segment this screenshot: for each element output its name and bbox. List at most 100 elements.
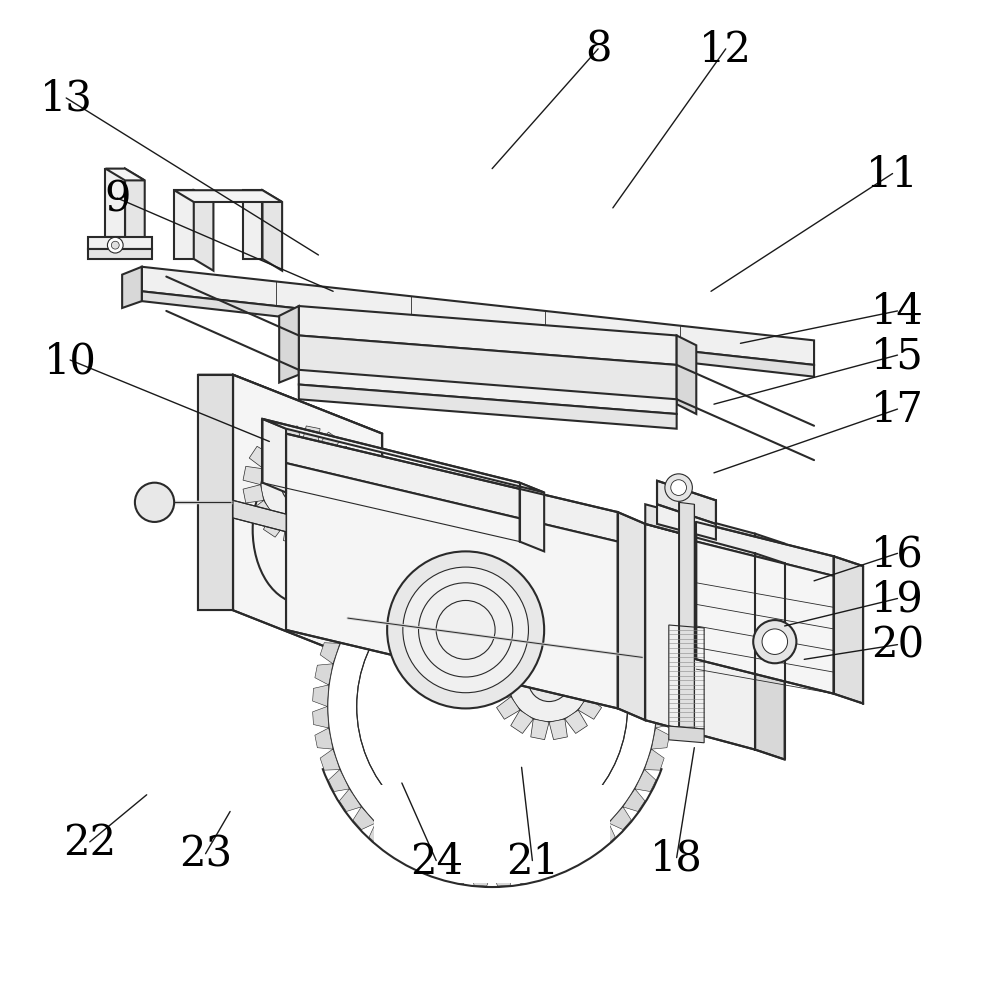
Polygon shape (263, 515, 286, 537)
Polygon shape (233, 501, 286, 532)
Polygon shape (645, 505, 755, 554)
Polygon shape (279, 307, 299, 384)
Polygon shape (387, 837, 410, 860)
Circle shape (403, 568, 528, 693)
Polygon shape (407, 543, 429, 564)
Polygon shape (656, 685, 672, 707)
Polygon shape (428, 534, 449, 554)
Polygon shape (587, 681, 608, 699)
Circle shape (357, 572, 628, 842)
Text: 17: 17 (871, 388, 924, 431)
Polygon shape (262, 419, 286, 493)
Polygon shape (531, 720, 549, 740)
Polygon shape (575, 837, 597, 860)
Polygon shape (677, 336, 696, 414)
Polygon shape (669, 727, 704, 743)
Text: 13: 13 (40, 78, 93, 120)
Polygon shape (635, 770, 656, 792)
Text: 24: 24 (410, 840, 463, 881)
Polygon shape (243, 466, 264, 485)
Polygon shape (565, 710, 587, 734)
Text: 15: 15 (871, 335, 924, 377)
Polygon shape (471, 870, 492, 886)
Polygon shape (555, 849, 577, 871)
Polygon shape (565, 629, 587, 652)
Polygon shape (286, 434, 618, 542)
Polygon shape (834, 557, 863, 704)
Polygon shape (492, 870, 514, 886)
Polygon shape (618, 513, 645, 721)
Text: 10: 10 (44, 339, 97, 382)
Polygon shape (497, 643, 520, 666)
Circle shape (322, 537, 662, 877)
Polygon shape (679, 503, 694, 733)
Polygon shape (315, 665, 333, 685)
Ellipse shape (253, 457, 351, 603)
Polygon shape (492, 528, 514, 543)
Circle shape (753, 620, 796, 664)
Polygon shape (299, 307, 677, 366)
Text: 23: 23 (179, 833, 232, 875)
Polygon shape (262, 419, 544, 493)
Text: 12: 12 (699, 29, 752, 71)
Polygon shape (407, 849, 429, 871)
Polygon shape (657, 481, 716, 525)
Polygon shape (315, 729, 333, 749)
Polygon shape (331, 501, 354, 524)
Polygon shape (198, 376, 382, 434)
Polygon shape (623, 789, 645, 811)
Circle shape (111, 242, 119, 249)
Text: 21: 21 (506, 840, 559, 881)
Polygon shape (328, 770, 349, 792)
Text: 16: 16 (871, 532, 924, 575)
Polygon shape (497, 697, 520, 720)
Polygon shape (623, 601, 645, 624)
Polygon shape (105, 170, 145, 181)
Text: 11: 11 (866, 154, 919, 195)
Polygon shape (549, 720, 567, 740)
Circle shape (387, 552, 544, 709)
Circle shape (528, 661, 570, 702)
Polygon shape (387, 554, 410, 576)
Polygon shape (514, 866, 535, 883)
Text: 18: 18 (650, 837, 703, 879)
Polygon shape (369, 823, 392, 846)
Polygon shape (755, 534, 785, 759)
Polygon shape (233, 376, 382, 669)
Polygon shape (142, 292, 814, 378)
Polygon shape (262, 191, 282, 271)
Polygon shape (651, 729, 669, 749)
Polygon shape (520, 483, 544, 552)
Polygon shape (449, 866, 471, 883)
Circle shape (107, 238, 123, 253)
Polygon shape (339, 601, 361, 624)
Polygon shape (340, 485, 360, 504)
Polygon shape (609, 807, 631, 830)
Circle shape (671, 480, 686, 496)
Polygon shape (651, 665, 669, 685)
Polygon shape (578, 643, 602, 666)
Polygon shape (696, 523, 834, 577)
Polygon shape (645, 525, 755, 750)
Polygon shape (125, 170, 145, 249)
Polygon shape (243, 191, 262, 259)
Polygon shape (535, 859, 556, 879)
Text: 9: 9 (104, 177, 130, 220)
Polygon shape (340, 466, 360, 485)
Polygon shape (198, 376, 233, 610)
Polygon shape (331, 447, 354, 469)
Polygon shape (249, 447, 273, 469)
Polygon shape (657, 489, 716, 540)
Circle shape (135, 483, 174, 523)
Polygon shape (374, 785, 610, 883)
Polygon shape (174, 191, 282, 203)
Text: 20: 20 (871, 624, 924, 666)
Polygon shape (535, 534, 556, 554)
Polygon shape (283, 524, 302, 544)
Polygon shape (122, 267, 142, 309)
Polygon shape (198, 376, 233, 610)
Polygon shape (490, 681, 511, 699)
Polygon shape (656, 707, 672, 729)
Polygon shape (644, 643, 664, 665)
Polygon shape (353, 584, 376, 606)
